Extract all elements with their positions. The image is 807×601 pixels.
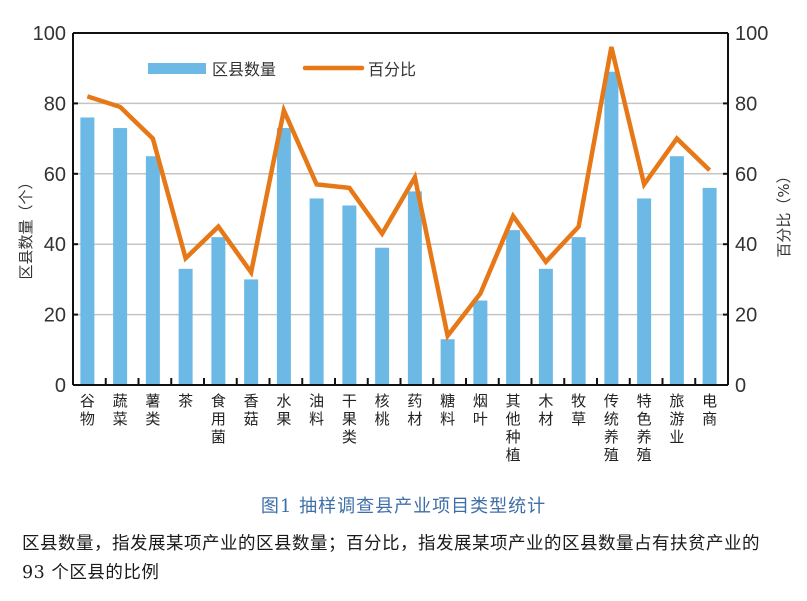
bar-电商 bbox=[702, 187, 717, 385]
category-label: 传统养殖 bbox=[604, 392, 619, 464]
category-label: 其他种植 bbox=[506, 392, 521, 464]
bar-牧草 bbox=[571, 237, 586, 385]
figure-note: 区县数量，指发展某项产业的区县数量；百分比，指发展某项产业的区县数量占有扶贫产业… bbox=[22, 534, 760, 583]
category-label: 谷物 bbox=[80, 392, 95, 428]
category-label: 旅游业 bbox=[669, 392, 684, 446]
line-path bbox=[86, 46, 712, 341]
bar-油料 bbox=[309, 198, 324, 385]
y-axis-left-title: 区县数量（个） bbox=[17, 174, 35, 279]
right-tick-label: 0 bbox=[735, 375, 746, 397]
category-label: 电商 bbox=[702, 392, 717, 428]
bar-薯类 bbox=[145, 156, 160, 385]
category-label: 干果类 bbox=[342, 392, 357, 446]
category-label: 烟叶 bbox=[473, 392, 488, 428]
right-tick-label: 60 bbox=[735, 164, 757, 186]
category-label: 核桃 bbox=[375, 392, 390, 428]
legend-label-line: 百分比 bbox=[368, 60, 416, 79]
category-label: 香菇 bbox=[244, 392, 259, 428]
y-axis-right-title: 百分比（%） bbox=[775, 168, 793, 257]
category-label: 特色养殖 bbox=[637, 392, 652, 464]
bar-香菇 bbox=[244, 279, 259, 385]
category-label: 牧草 bbox=[571, 392, 586, 428]
figure-caption: 图1 抽样调查县产业项目类型统计 bbox=[260, 496, 547, 517]
bar-旅游业 bbox=[669, 156, 684, 385]
bar-干果类 bbox=[342, 205, 357, 385]
left-tick-label: 40 bbox=[44, 234, 66, 256]
right-tick-label: 40 bbox=[735, 234, 757, 256]
legend-label-bar: 区县数量 bbox=[212, 60, 276, 79]
category-label: 油料 bbox=[309, 392, 324, 428]
bar-药材 bbox=[407, 191, 422, 385]
bar-食用菌 bbox=[211, 237, 226, 385]
right-tick-label: 20 bbox=[735, 305, 757, 327]
right-tick-label: 100 bbox=[735, 23, 768, 45]
legend: 区县数量 百分比 bbox=[148, 60, 416, 79]
bar-其他种植 bbox=[506, 230, 521, 385]
category-label: 药材 bbox=[407, 392, 422, 428]
bar-传统养殖 bbox=[604, 71, 619, 385]
right-tick-label: 80 bbox=[735, 93, 757, 115]
right-axis-ticks: 0 20 40 60 80 100 bbox=[723, 23, 768, 397]
left-axis-ticks: 0 20 40 60 80 100 bbox=[33, 23, 78, 397]
left-tick-label: 60 bbox=[44, 164, 66, 186]
category-label: 薯类 bbox=[145, 392, 160, 428]
left-tick-label: 100 bbox=[33, 23, 66, 45]
left-tick-label: 20 bbox=[44, 305, 66, 327]
bar-核桃 bbox=[375, 247, 390, 385]
category-label: 食用菌 bbox=[211, 392, 226, 446]
category-label: 糖料 bbox=[440, 392, 455, 428]
bar-series bbox=[80, 71, 717, 386]
category-label: 蔬菜 bbox=[113, 392, 128, 428]
left-tick-label: 0 bbox=[55, 375, 66, 397]
line-series bbox=[86, 46, 712, 341]
category-label: 水果 bbox=[276, 392, 291, 428]
bar-木材 bbox=[538, 268, 553, 385]
bar-蔬菜 bbox=[113, 128, 128, 386]
bar-烟叶 bbox=[473, 300, 488, 385]
axes bbox=[72, 32, 729, 386]
bar-谷物 bbox=[80, 117, 95, 385]
category-label: 茶 bbox=[178, 392, 193, 410]
bar-特色养殖 bbox=[637, 198, 652, 385]
legend-swatch-bar bbox=[148, 63, 206, 74]
bar-水果 bbox=[276, 128, 291, 386]
bar-糖料 bbox=[440, 339, 455, 385]
category-label: 木材 bbox=[538, 392, 553, 428]
bar-茶 bbox=[178, 268, 193, 385]
left-tick-label: 80 bbox=[44, 93, 66, 115]
